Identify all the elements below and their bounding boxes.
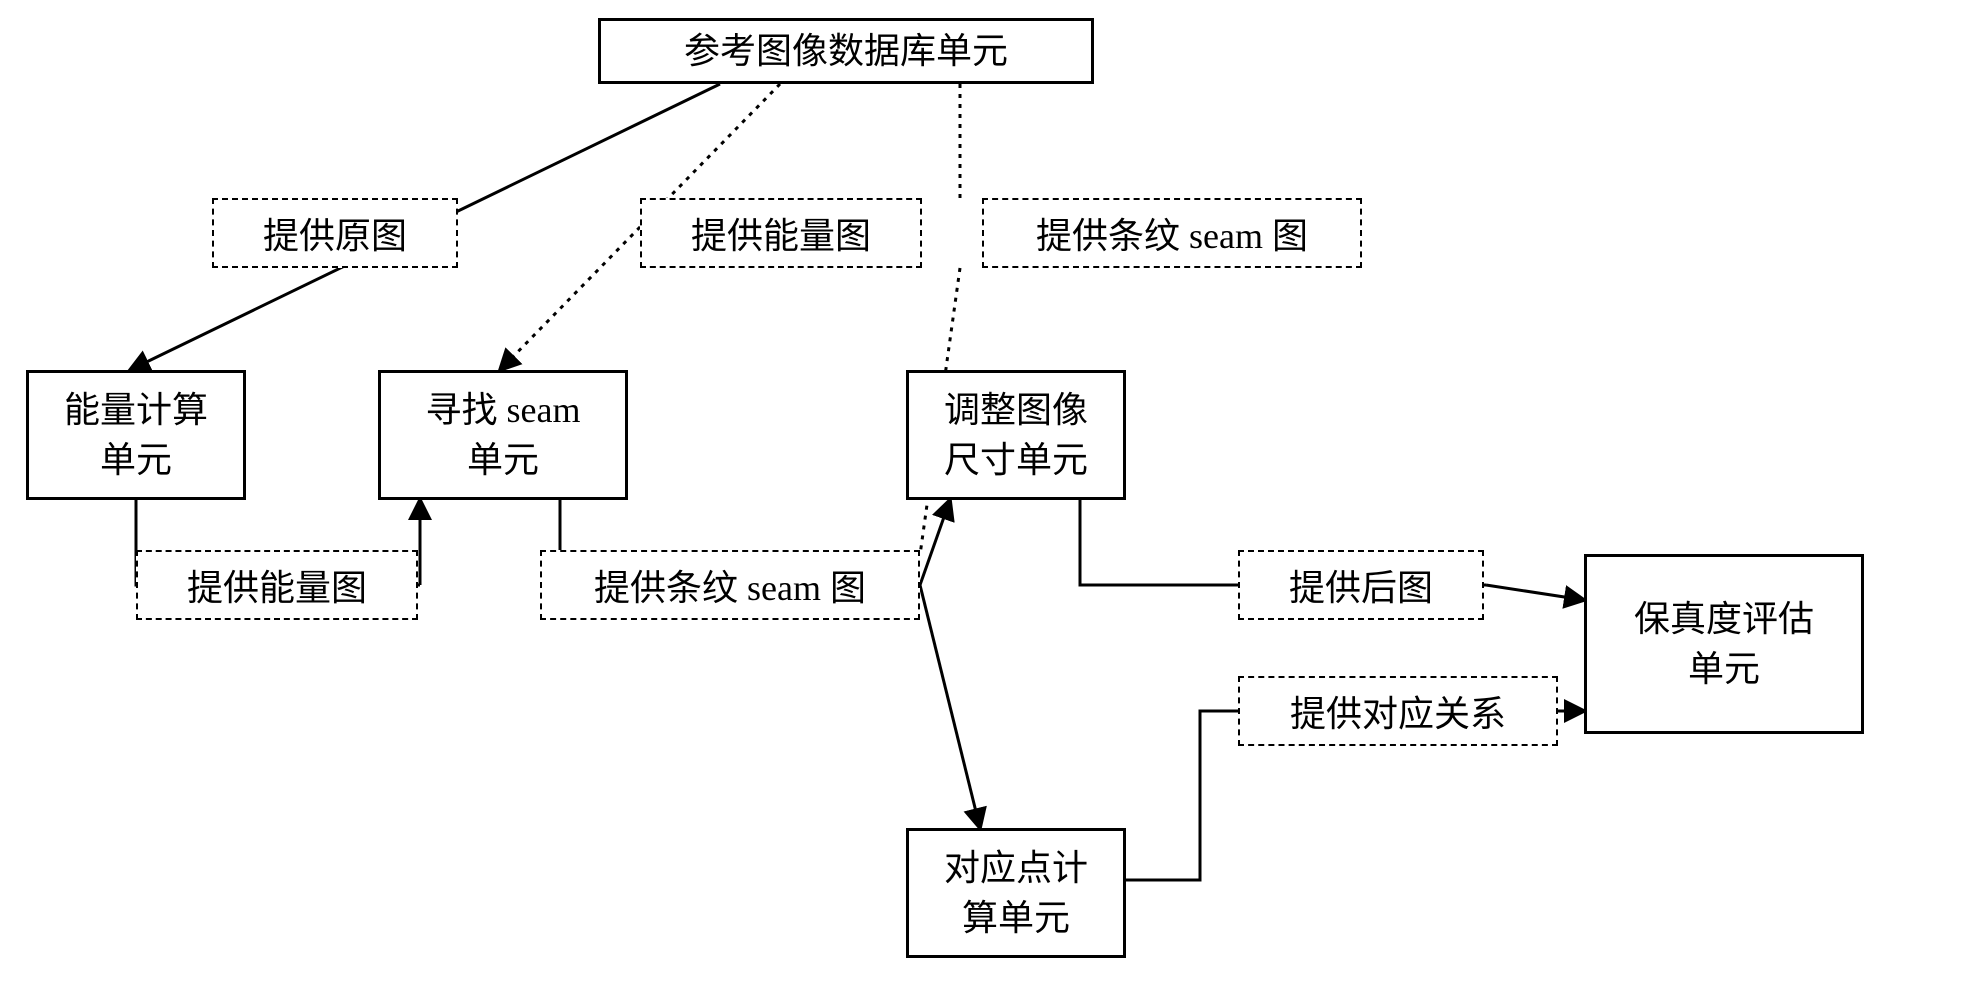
node-seam: 寻找 seam单元 [378,370,628,500]
node-db: 参考图像数据库单元 [598,18,1094,84]
edge-label-l4: 提供能量图 [136,550,418,620]
edge-label-text: 提供后图 [1289,559,1433,611]
edge-label-l6: 提供后图 [1238,550,1484,620]
node-resize: 调整图像尺寸单元 [906,370,1126,500]
edge-label-text: 提供条纹 seam 图 [1036,207,1308,259]
node-label: 调整图像尺寸单元 [944,385,1088,486]
edge-label-l7: 提供对应关系 [1238,676,1558,746]
node-label: 保真度评估单元 [1634,594,1814,695]
edge-label-l1: 提供原图 [212,198,458,268]
edge-label-text: 提供对应关系 [1290,685,1506,737]
node-label: 参考图像数据库单元 [684,26,1008,76]
node-energy: 能量计算单元 [26,370,246,500]
edge-label-text: 提供能量图 [691,207,871,259]
node-label: 对应点计算单元 [944,843,1088,944]
edge-label-text: 提供原图 [263,207,407,259]
edge-label-l5: 提供条纹 seam 图 [540,550,920,620]
edge-label-text: 提供条纹 seam 图 [594,559,866,611]
edge-label-text: 提供能量图 [187,559,367,611]
edge-label-l2: 提供能量图 [640,198,922,268]
node-corr: 对应点计算单元 [906,828,1126,958]
node-fidelity: 保真度评估单元 [1584,554,1864,734]
node-label: 寻找 seam单元 [426,385,581,486]
edge-label-l3: 提供条纹 seam 图 [982,198,1362,268]
node-label: 能量计算单元 [64,385,208,486]
